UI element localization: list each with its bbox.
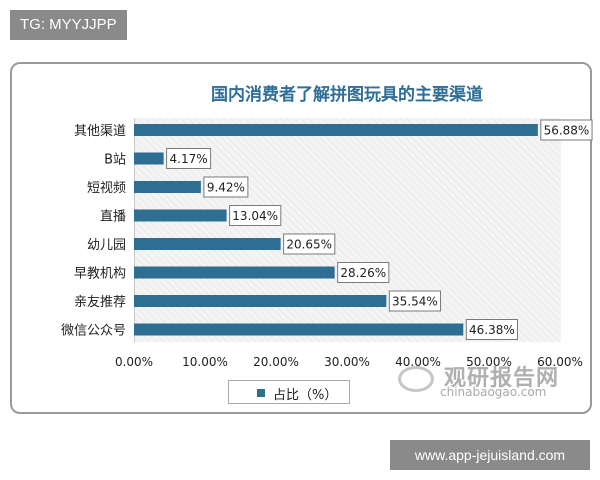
top-tag: TG: MYYJJPP <box>10 10 127 40</box>
plot-area <box>134 118 561 342</box>
legend-label: 占比（%） <box>273 388 338 403</box>
chart-title: 国内消费者了解拼图玩具的主要渠道 <box>211 85 483 105</box>
legend: 占比（%） <box>228 380 350 404</box>
bottom-tag: www.app-jejuisland.com <box>390 440 590 470</box>
legend-swatch <box>257 389 265 397</box>
